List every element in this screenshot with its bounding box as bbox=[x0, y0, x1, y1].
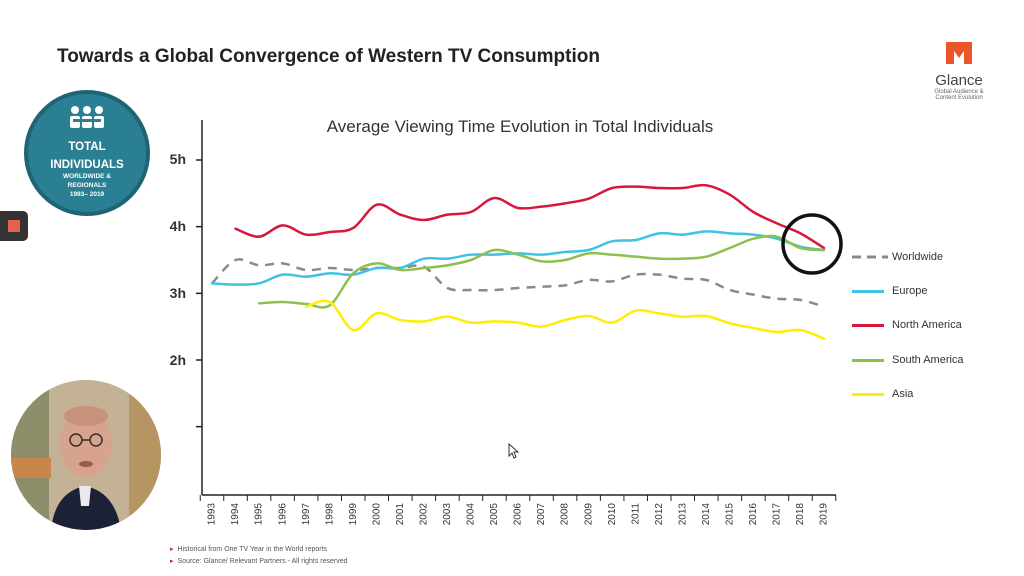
chart-title: Average Viewing Time Evolution in Total … bbox=[326, 117, 714, 136]
record-stop-button[interactable] bbox=[0, 211, 28, 241]
legend-swatch-north-america bbox=[852, 323, 884, 327]
footnote: ▸ Historical from One TV Year in the Worl… bbox=[170, 545, 327, 553]
series-line-south-america bbox=[257, 234, 826, 309]
legend-item-asia: Asia bbox=[852, 386, 913, 402]
bullet-triangle-icon: ▸ bbox=[170, 558, 174, 565]
series-line-asia bbox=[304, 299, 826, 340]
series-line-north-america bbox=[234, 183, 826, 250]
x-tick-label: 2013 bbox=[677, 503, 688, 526]
legend-label: Worldwide bbox=[892, 251, 944, 263]
footnote-text: Historical from One TV Year in the World… bbox=[177, 546, 328, 553]
x-tick-label: 1993 bbox=[207, 503, 218, 526]
x-tick-label: 2004 bbox=[466, 503, 477, 526]
y-tick-label: 2h bbox=[169, 352, 186, 368]
x-tick-label: 2015 bbox=[724, 503, 735, 526]
page-title: Towards a Global Convergence of Western … bbox=[57, 46, 600, 67]
x-tick-label: 2005 bbox=[489, 503, 500, 526]
y-tick-label: 5h bbox=[169, 151, 186, 167]
legend-swatch-europe bbox=[852, 289, 884, 293]
x-tick-labels: 1993 1994 1995 1996 1997 1998 1999 2000 2001 2002… bbox=[207, 503, 830, 526]
chart-series bbox=[210, 183, 826, 340]
legend-swatch-asia bbox=[852, 392, 884, 396]
legend-item-europe: Europe bbox=[852, 283, 927, 299]
x-tick-label: 1998 bbox=[324, 503, 335, 526]
x-tick-label: 2001 bbox=[395, 503, 406, 526]
total-individuals-badge: TOTAL INDIVIDUALS WORLDWIDE & REGIONALS … bbox=[24, 90, 150, 216]
footnote: ▸ Source: Glance/ Relevant Partners - All… bbox=[170, 557, 348, 565]
badge-line-worldwide: WORLDWIDE & bbox=[62, 173, 112, 180]
legend-label: North America bbox=[892, 319, 962, 331]
legend-label: Asia bbox=[892, 388, 914, 400]
glance-logo: Glance Global Audience & Content Evoluti… bbox=[924, 40, 994, 101]
legend-label: Europe bbox=[892, 285, 928, 297]
logo-mark-icon bbox=[946, 42, 972, 64]
badge-line-individuals: INDIVIDUALS bbox=[50, 159, 124, 171]
x-tick-label: 2008 bbox=[560, 503, 571, 526]
x-tick-label: 1997 bbox=[301, 503, 312, 526]
series-line-worldwide bbox=[211, 258, 825, 308]
x-tick-label: 2018 bbox=[795, 503, 806, 526]
presenter-video-frame bbox=[11, 380, 161, 530]
x-tick-label: 2010 bbox=[607, 503, 618, 526]
badge-line-regionals: REGIONALS bbox=[67, 182, 107, 189]
badge-line-total: TOTAL bbox=[68, 141, 106, 153]
x-tick-label: 1994 bbox=[230, 503, 241, 526]
x-tick-label: 2009 bbox=[583, 503, 594, 526]
footnote-text: Source: Glance/ Relevant Partners - All … bbox=[177, 558, 348, 565]
x-tick-label: 2007 bbox=[536, 503, 547, 526]
x-tick-label: 2017 bbox=[772, 503, 783, 526]
x-tick-label: 2006 bbox=[513, 503, 524, 526]
legend-item-worldwide: Worldwide bbox=[852, 249, 943, 265]
y-tick-label: 3h bbox=[169, 285, 186, 301]
x-tick-label: 1995 bbox=[254, 503, 265, 526]
mouse-cursor-icon bbox=[508, 443, 520, 459]
legend-item-north-america: North America bbox=[852, 317, 962, 333]
highlight-circle bbox=[781, 213, 843, 275]
series-line-europe bbox=[210, 230, 826, 286]
logo-tagline-2: Content Evolution bbox=[935, 95, 983, 101]
legend-label: South America bbox=[892, 354, 964, 366]
x-tick-label: 2014 bbox=[701, 503, 712, 526]
logo-mark-shape bbox=[946, 42, 972, 64]
badge-line-years: 1993– 2019 bbox=[69, 191, 105, 198]
legend-item-south-america: South America bbox=[852, 352, 964, 368]
logo-tagline-1: Global Audience & bbox=[934, 89, 984, 95]
x-tick-label: 2012 bbox=[654, 503, 665, 526]
x-tick-label: 2016 bbox=[748, 503, 759, 526]
stop-icon bbox=[8, 220, 20, 232]
legend-swatch-south-america bbox=[852, 358, 884, 362]
audience-people-icon bbox=[70, 106, 104, 128]
y-tick-label: 4h bbox=[169, 218, 186, 234]
bullet-triangle-icon: ▸ bbox=[170, 546, 174, 553]
x-tick-label: 2003 bbox=[442, 503, 453, 526]
x-tick-label: 2000 bbox=[371, 503, 382, 526]
x-tick-label: 1996 bbox=[277, 503, 288, 526]
logo-name: Glance bbox=[935, 72, 983, 89]
x-tick-label: 2011 bbox=[630, 503, 641, 525]
x-tick-label: 2019 bbox=[819, 503, 830, 526]
presenter-webcam bbox=[11, 380, 161, 530]
legend-swatch-worldwide bbox=[852, 255, 888, 259]
x-tick-label: 2002 bbox=[418, 503, 429, 526]
x-tick-label: 1999 bbox=[348, 503, 359, 526]
